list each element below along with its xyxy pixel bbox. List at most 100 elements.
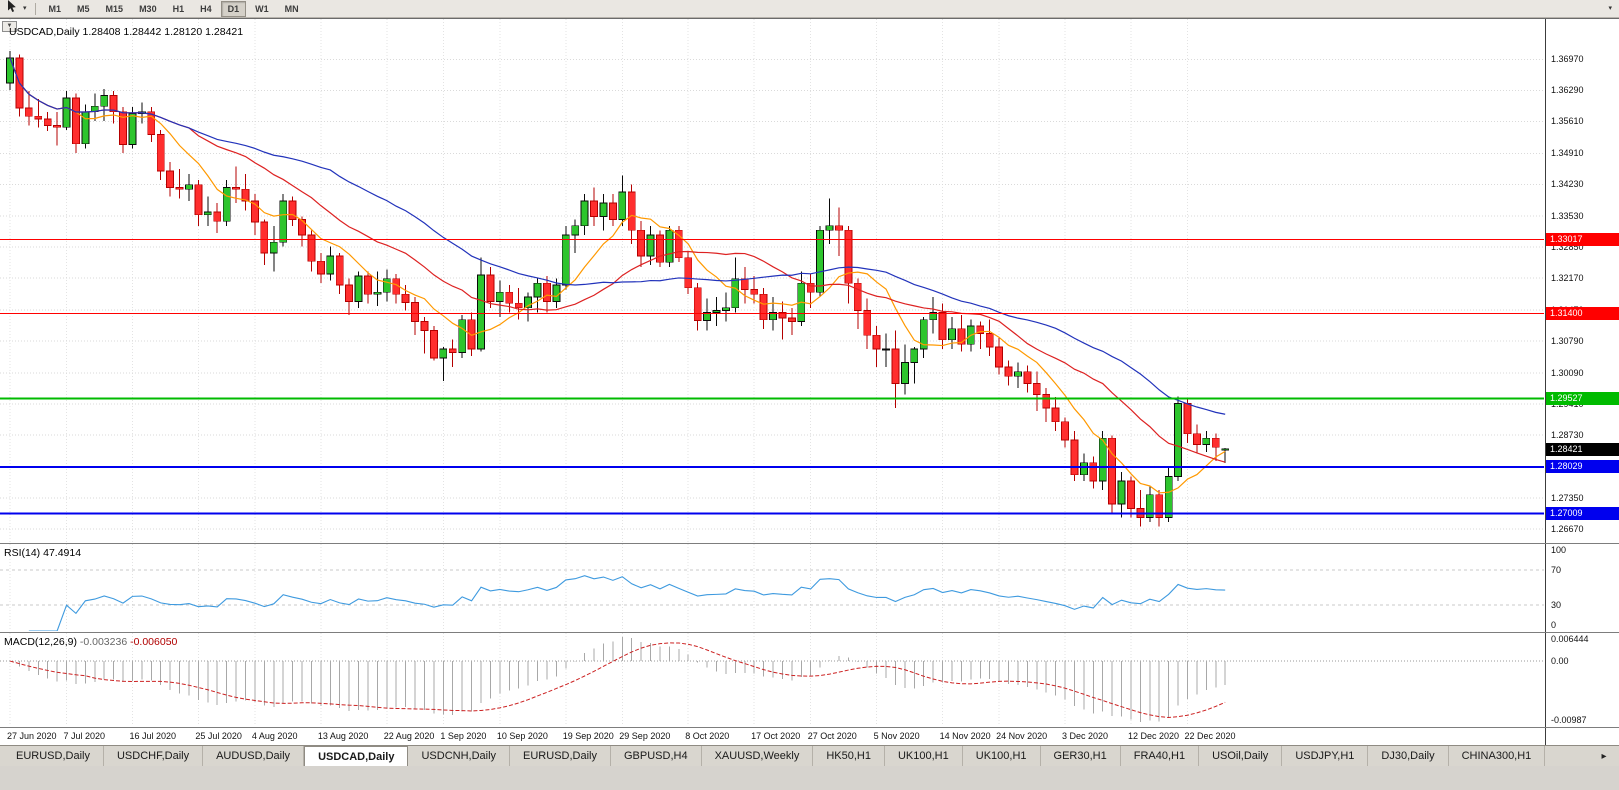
candle: [505, 285, 514, 313]
timeframe-button-d1[interactable]: D1: [220, 0, 247, 17]
chart-tab-audusd-daily[interactable]: AUDUSD,Daily: [203, 746, 305, 766]
chart-tab-eurusd-daily[interactable]: EURUSD,Daily: [3, 746, 104, 766]
candle: [156, 130, 165, 181]
cursor-tool-button[interactable]: [4, 0, 20, 16]
tab-scroll-right-button[interactable]: ▸: [1601, 750, 1607, 762]
chart-tab-usdcad-daily[interactable]: USDCAD,Daily: [304, 746, 409, 766]
candle: [1014, 362, 1022, 389]
candle: [382, 269, 391, 302]
price-axis-label: 1.28730: [1551, 430, 1584, 441]
price-axis-label: 1.34910: [1551, 148, 1584, 159]
chart-tab-xauusd-weekly[interactable]: XAUUSD,Weekly: [702, 746, 814, 766]
candle: [62, 90, 71, 131]
toolbar-overflow-icon[interactable]: ▾: [1608, 5, 1612, 12]
timeframe-button-w1[interactable]: W1: [255, 3, 269, 14]
candle: [495, 280, 504, 317]
moving-average-line-8: [9, 57, 1226, 494]
chart-tab-usdcnh-daily[interactable]: USDCNH,Daily: [408, 746, 511, 766]
candle: [411, 296, 419, 336]
candle: [684, 251, 693, 295]
timeframe-button-h4[interactable]: H4: [200, 3, 212, 14]
chart-tab-usdjpy-h1[interactable]: USDJPY,H1: [1282, 746, 1369, 766]
candle: [599, 193, 608, 231]
time-axis-label: 7 Jul 2020: [63, 731, 106, 741]
candle: [1202, 430, 1211, 452]
horizontal-grid: [0, 58, 1544, 530]
candle: [731, 257, 740, 313]
price-axis-label: 1.34230: [1551, 179, 1584, 190]
candle: [194, 180, 203, 226]
candle: [806, 274, 815, 308]
candle: [90, 93, 99, 121]
price-axis-label: 1.36290: [1551, 85, 1584, 96]
chart-tab-uk100-h1[interactable]: UK100,H1: [885, 746, 963, 766]
ohlc-values-label: 1.28408 1.28442 1.28120 1.28421: [82, 26, 244, 38]
macd-pane[interactable]: MACD(12,26,9) -0.003236 -0.006050 0.0064…: [0, 632, 1619, 727]
timeframe-button-mn[interactable]: MN: [284, 3, 299, 14]
time-axis[interactable]: 27 Jun 2020 7 Jul 2020 16 Jul 2020 25 Jul 2…: [0, 727, 1619, 745]
price-chart-canvas[interactable]: [0, 19, 1544, 543]
timeframe-button-m1[interactable]: M1: [48, 3, 62, 14]
candle: [53, 111, 61, 146]
time-axis-label: 22 Aug 2020: [383, 731, 435, 741]
timeframe-button-m15[interactable]: M15: [105, 3, 124, 14]
candle: [740, 266, 749, 304]
time-axis-label: 17 Oct 2020: [751, 731, 801, 741]
candle: [260, 219, 269, 265]
time-axis-label: 12 Dec 2020: [1127, 731, 1180, 741]
timeframe-button-m5[interactable]: M5: [77, 3, 90, 14]
candle: [656, 230, 664, 267]
rsi-axis-label: 70: [1551, 565, 1562, 576]
chart-tab-gbpusd-h4[interactable]: GBPUSD,H4: [611, 746, 702, 766]
candle: [1061, 417, 1069, 448]
time-axis-label: 4 Aug 2020: [251, 731, 298, 741]
chart-tab-hk50-h1[interactable]: HK50,H1: [813, 746, 885, 766]
timeframe-button-group: M1 M5 M15 M30 H1 H4 D1 W1 MN: [41, 0, 307, 17]
candle: [778, 301, 787, 340]
price-level-tag: 1.28029: [1546, 460, 1619, 474]
rsi-pane[interactable]: RSI(14) 47.4914 100 70 30 0: [0, 543, 1619, 632]
timeframe-button-h1[interactable]: H1: [172, 3, 185, 14]
candle: [401, 285, 410, 311]
chart-tab-usoil-daily[interactable]: USOil,Daily: [1199, 746, 1283, 766]
chart-tab-fra40-h1[interactable]: FRA40,H1: [1121, 746, 1200, 766]
candle: [693, 283, 702, 331]
rsi-canvas[interactable]: [0, 544, 1544, 631]
macd-label: MACD(12,26,9) -0.003236 -0.006050: [4, 636, 177, 648]
rsi-axis-label: 30: [1551, 599, 1562, 610]
chart-tab-dj30-daily[interactable]: DJ30,Daily: [1368, 746, 1449, 766]
chart-corner-dropdown[interactable]: ▼: [2, 21, 17, 32]
price-pane[interactable]: ▼ USDCAD,Daily 1.28408 1.28442 1.28120 1…: [0, 19, 1619, 543]
candle: [1183, 399, 1192, 443]
macd-canvas[interactable]: [0, 633, 1544, 726]
macd-main-value-label: -0.003236: [79, 636, 128, 648]
time-axis-label: 27 Jun 2020: [7, 731, 57, 741]
rsi-label: RSI(14) 47.4914: [4, 547, 81, 559]
cursor-dropdown-icon[interactable]: ▾: [23, 5, 27, 12]
candle: [703, 298, 711, 331]
rsi-line: [28, 575, 1226, 631]
candle: [345, 278, 354, 316]
chart-tab-usdchf-daily[interactable]: USDCHF,Daily: [104, 746, 204, 766]
candle: [1155, 490, 1164, 527]
chart-tab-ger30-h1[interactable]: GER30,H1: [1041, 746, 1121, 766]
macd-axis-label: -0.00987: [1551, 715, 1587, 725]
candle: [119, 107, 127, 153]
candle: [486, 266, 495, 308]
rsi-axis-label: 100: [1551, 545, 1567, 555]
chart-tab-china300-h1[interactable]: CHINA300,H1: [1449, 746, 1546, 766]
candle: [316, 253, 325, 284]
candle: [307, 230, 316, 272]
chart-tab-eurusd-daily[interactable]: EURUSD,Daily: [510, 746, 611, 766]
chart-tab-uk100-h1[interactable]: UK100,H1: [963, 746, 1041, 766]
price-level-tag: 1.33017: [1546, 233, 1619, 247]
candle: [976, 321, 985, 349]
candle: [1127, 476, 1135, 518]
moving-average-line-35: [9, 57, 1226, 415]
candle: [646, 225, 655, 265]
candle: [175, 169, 184, 199]
candle: [222, 180, 231, 226]
timeframe-button-m30[interactable]: M30: [139, 3, 157, 14]
candle: [298, 216, 306, 247]
price-axis[interactable]: 1.36970 1.36290 1.35610 1.34910 1.34230 1.335…: [1545, 19, 1619, 543]
